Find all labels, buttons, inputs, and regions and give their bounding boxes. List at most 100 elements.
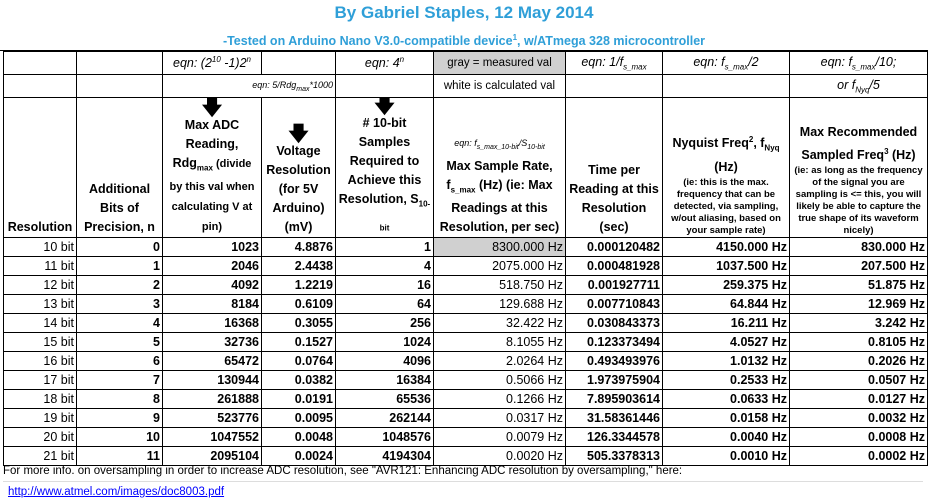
rate-cell[interactable]: 8300.000 Hz bbox=[433, 237, 566, 257]
time-cell[interactable]: 126.3344578 bbox=[565, 427, 663, 447]
nyquist-cell[interactable]: 16.211 Hz bbox=[662, 313, 790, 333]
recommended-cell[interactable]: 12.969 Hz bbox=[789, 294, 928, 314]
samples-cell[interactable]: 256 bbox=[335, 313, 434, 333]
eqn-cell-empty-3[interactable] bbox=[261, 51, 336, 75]
voltage-cell[interactable]: 1.2219 bbox=[261, 275, 336, 295]
adc-cell[interactable]: 16368 bbox=[162, 313, 262, 333]
rate-cell[interactable]: 0.0317 Hz bbox=[433, 408, 566, 428]
nyquist-cell[interactable]: 0.2533 Hz bbox=[662, 370, 790, 390]
bits-cell[interactable]: 7 bbox=[76, 370, 163, 390]
bits-cell[interactable]: 5 bbox=[76, 332, 163, 352]
resolution-cell[interactable]: 19 bit bbox=[3, 408, 77, 428]
time-cell[interactable]: 1.973975904 bbox=[565, 370, 663, 390]
header-rate[interactable]: eqn: fs_max_10-bit/S10-bit Max Sample Rat… bbox=[433, 97, 566, 238]
nyquist-cell[interactable]: 0.0010 Hz bbox=[662, 446, 790, 466]
voltage-cell[interactable]: 0.0764 bbox=[261, 351, 336, 371]
eqn-voltage[interactable]: eqn: 5/Rdgmax*1000 bbox=[162, 74, 336, 98]
nyquist-cell[interactable]: 4150.000 Hz bbox=[662, 237, 790, 257]
samples-cell[interactable]: 1 bbox=[335, 237, 434, 257]
adc-cell[interactable]: 523776 bbox=[162, 408, 262, 428]
resolution-cell[interactable]: 16 bit bbox=[3, 351, 77, 371]
adc-cell[interactable]: 65472 bbox=[162, 351, 262, 371]
time-cell[interactable]: 0.030843373 bbox=[565, 313, 663, 333]
eqn-time[interactable]: eqn: 1/fs_max bbox=[565, 51, 663, 75]
header-recommended[interactable]: Max Recommended Sampled Freq3 (Hz) (ie: a… bbox=[789, 97, 928, 238]
recommended-cell[interactable]: 0.0032 Hz bbox=[789, 408, 928, 428]
samples-cell[interactable]: 1024 bbox=[335, 332, 434, 352]
eqn-adc[interactable]: eqn: (210 -1)2n bbox=[162, 51, 262, 75]
recommended-cell[interactable]: 0.2026 Hz bbox=[789, 351, 928, 371]
header-resolution[interactable]: Resolution bbox=[3, 97, 77, 238]
header-samples[interactable]: 🡇 # 10-bit Samples Required to Achieve th… bbox=[335, 97, 434, 238]
recommended-cell[interactable]: 0.0002 Hz bbox=[789, 446, 928, 466]
recommended-cell[interactable]: 51.875 Hz bbox=[789, 275, 928, 295]
recommended-cell[interactable]: 207.500 Hz bbox=[789, 256, 928, 276]
cell[interactable] bbox=[565, 74, 663, 98]
header-nyquist[interactable]: Nyquist Freq2, fNyq (Hz) (ie: this is the… bbox=[662, 97, 790, 238]
bits-cell[interactable]: 2 bbox=[76, 275, 163, 295]
samples-cell[interactable]: 64 bbox=[335, 294, 434, 314]
time-cell[interactable]: 0.007710843 bbox=[565, 294, 663, 314]
time-cell[interactable]: 7.895903614 bbox=[565, 389, 663, 409]
time-cell[interactable]: 0.001927711 bbox=[565, 275, 663, 295]
nyquist-cell[interactable]: 0.0040 Hz bbox=[662, 427, 790, 447]
rate-cell[interactable]: 32.422 Hz bbox=[433, 313, 566, 333]
legend-measured[interactable]: gray = measured val bbox=[433, 51, 566, 75]
adc-cell[interactable]: 32736 bbox=[162, 332, 262, 352]
samples-cell[interactable]: 4 bbox=[335, 256, 434, 276]
eqn-samples[interactable]: eqn: 4n bbox=[335, 51, 434, 75]
adc-cell[interactable]: 261888 bbox=[162, 389, 262, 409]
header-max-adc[interactable]: 🡇 Max ADC Reading, Rdgmax (divide by this… bbox=[162, 97, 262, 238]
cell[interactable] bbox=[3, 74, 77, 98]
recommended-cell[interactable]: 830.000 Hz bbox=[789, 237, 928, 257]
nyquist-cell[interactable]: 64.844 Hz bbox=[662, 294, 790, 314]
samples-cell[interactable]: 262144 bbox=[335, 408, 434, 428]
adc-cell[interactable]: 4092 bbox=[162, 275, 262, 295]
adc-cell[interactable]: 1047552 bbox=[162, 427, 262, 447]
voltage-cell[interactable]: 4.8876 bbox=[261, 237, 336, 257]
voltage-cell[interactable]: 0.0024 bbox=[261, 446, 336, 466]
adc-cell[interactable]: 2095104 bbox=[162, 446, 262, 466]
time-cell[interactable]: 0.000481928 bbox=[565, 256, 663, 276]
rate-cell[interactable]: 8.1055 Hz bbox=[433, 332, 566, 352]
samples-cell[interactable]: 4194304 bbox=[335, 446, 434, 466]
nyquist-cell[interactable]: 0.0158 Hz bbox=[662, 408, 790, 428]
resolution-cell[interactable]: 21 bit bbox=[3, 446, 77, 466]
bits-cell[interactable]: 0 bbox=[76, 237, 163, 257]
time-cell[interactable]: 0.123373494 bbox=[565, 332, 663, 352]
cell[interactable] bbox=[76, 74, 163, 98]
resolution-cell[interactable]: 12 bit bbox=[3, 275, 77, 295]
rate-cell[interactable]: 0.0079 Hz bbox=[433, 427, 566, 447]
time-cell[interactable]: 0.000120482 bbox=[565, 237, 663, 257]
nyquist-cell[interactable]: 259.375 Hz bbox=[662, 275, 790, 295]
eqn-nyquist[interactable]: eqn: fs_max/2 bbox=[662, 51, 790, 75]
nyquist-cell[interactable]: 0.0633 Hz bbox=[662, 389, 790, 409]
eqn-recommended-alt[interactable]: or fNyq/5 bbox=[789, 74, 928, 98]
samples-cell[interactable]: 16 bbox=[335, 275, 434, 295]
voltage-cell[interactable]: 0.0048 bbox=[261, 427, 336, 447]
adc-cell[interactable]: 130944 bbox=[162, 370, 262, 390]
voltage-cell[interactable]: 0.0095 bbox=[261, 408, 336, 428]
header-voltage[interactable]: 🡇 Voltage Resolution (for 5V Arduino) (mV… bbox=[261, 97, 336, 238]
eqn-cell-empty-2[interactable] bbox=[76, 51, 163, 75]
resolution-cell[interactable]: 15 bit bbox=[3, 332, 77, 352]
voltage-cell[interactable]: 0.6109 bbox=[261, 294, 336, 314]
rate-cell[interactable]: 518.750 Hz bbox=[433, 275, 566, 295]
bits-cell[interactable]: 6 bbox=[76, 351, 163, 371]
footer-link[interactable]: http://www.atmel.com/images/doc8003.pdf bbox=[8, 486, 225, 498]
nyquist-cell[interactable]: 1037.500 Hz bbox=[662, 256, 790, 276]
bits-cell[interactable]: 10 bbox=[76, 427, 163, 447]
adc-cell[interactable]: 2046 bbox=[162, 256, 262, 276]
resolution-cell[interactable]: 20 bit bbox=[3, 427, 77, 447]
resolution-cell[interactable]: 13 bit bbox=[3, 294, 77, 314]
rate-cell[interactable]: 2.0264 Hz bbox=[433, 351, 566, 371]
resolution-cell[interactable]: 11 bit bbox=[3, 256, 77, 276]
voltage-cell[interactable]: 0.0382 bbox=[261, 370, 336, 390]
resolution-cell[interactable]: 14 bit bbox=[3, 313, 77, 333]
rate-cell[interactable]: 129.688 Hz bbox=[433, 294, 566, 314]
samples-cell[interactable]: 16384 bbox=[335, 370, 434, 390]
rate-cell[interactable]: 2075.000 Hz bbox=[433, 256, 566, 276]
eqn-recommended[interactable]: eqn: fs_max/10; bbox=[789, 51, 928, 75]
samples-cell[interactable]: 1048576 bbox=[335, 427, 434, 447]
cell[interactable] bbox=[662, 74, 790, 98]
